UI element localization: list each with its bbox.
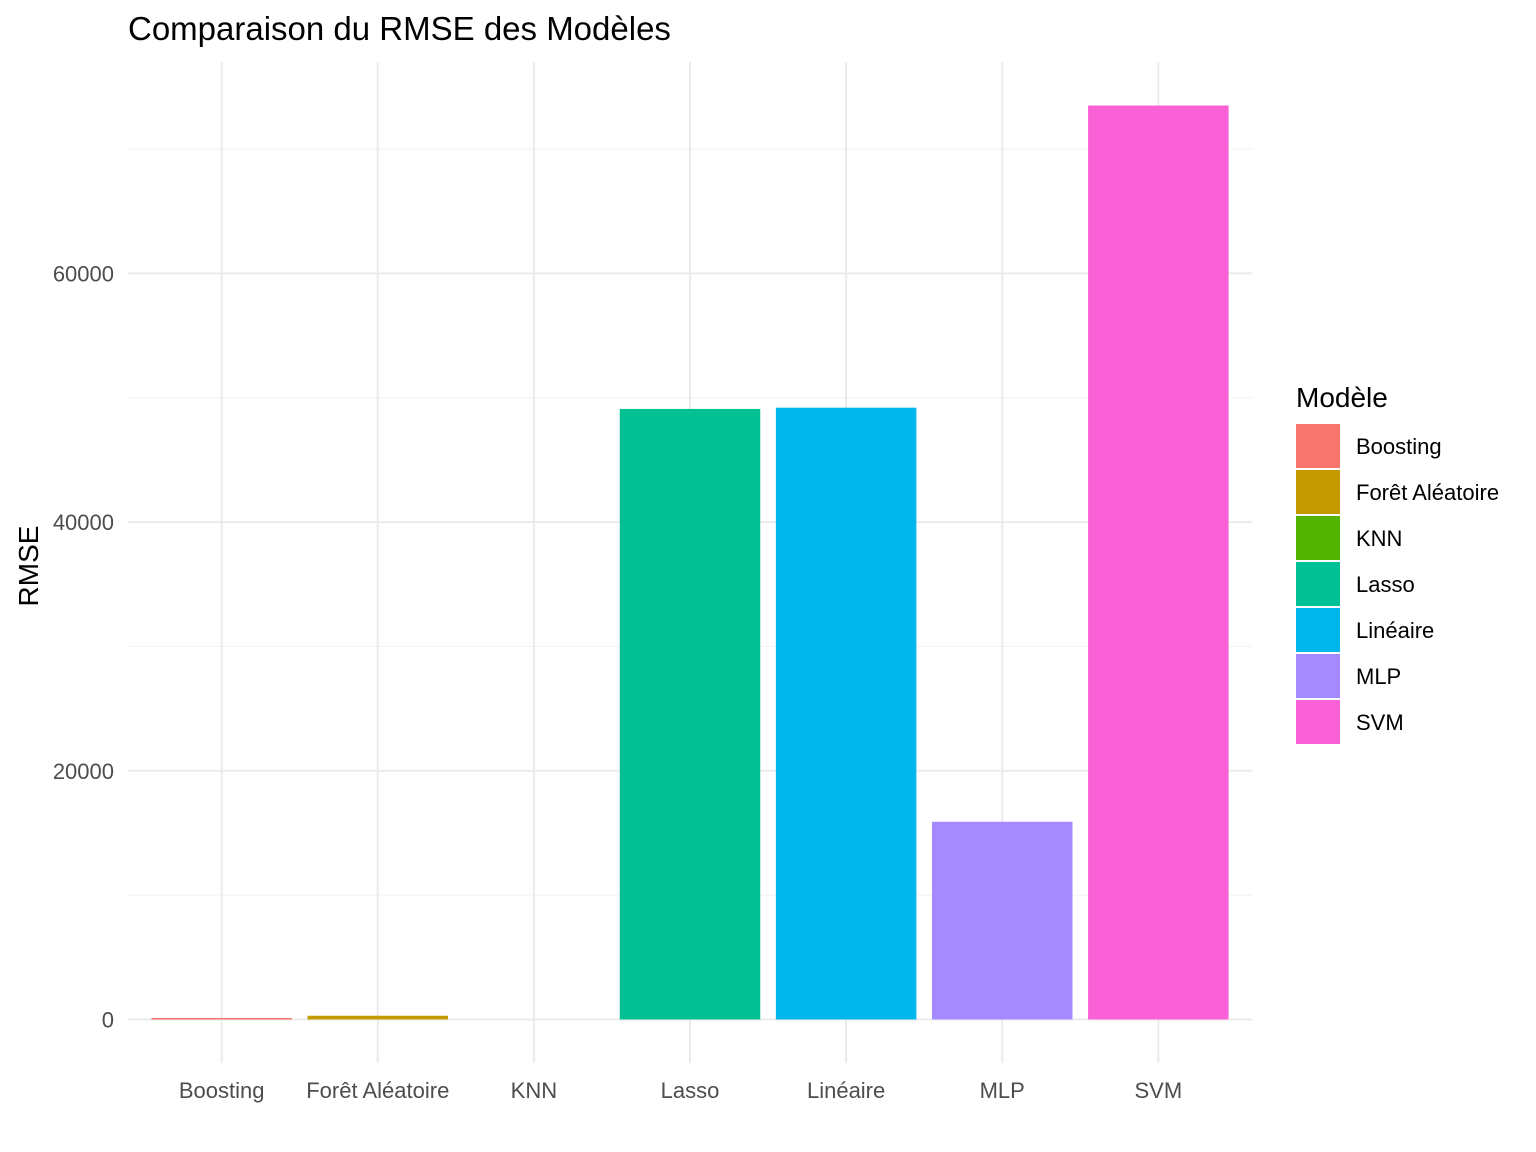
bar-svm [1088,105,1229,1020]
legend-swatch [1296,562,1340,606]
bar-lin-aire [775,407,917,1020]
legend-label: Forêt Aléatoire [1356,480,1499,505]
legend-label: MLP [1356,664,1401,689]
legend-swatch [1296,654,1340,698]
x-tick-label: Lasso [661,1078,720,1103]
bar-lasso [619,408,761,1020]
legend-swatch [1296,470,1340,514]
legend-swatch [1296,608,1340,652]
legend-label: KNN [1356,526,1402,551]
legend-label: Linéaire [1356,618,1434,643]
x-tick-label: Boosting [179,1078,265,1103]
legend-label: Boosting [1356,434,1442,459]
y-tick-label: 0 [102,1007,114,1032]
legend-label: Lasso [1356,572,1415,597]
x-tick-label: Linéaire [807,1078,885,1103]
y-tick-label: 20000 [53,759,114,784]
legend-swatch [1296,424,1340,468]
x-tick-label: Forêt Aléatoire [306,1078,449,1103]
legend: Modèle Boosting Forêt Aléatoire KNN Lasso Li… [1296,382,1499,744]
y-tick-label: 60000 [53,261,114,286]
y-tick-label: 40000 [53,510,114,535]
x-tick-label: MLP [980,1078,1025,1103]
y-axis-title: RMSE [13,526,44,607]
bar-mlp [931,821,1073,1020]
legend-swatch [1296,516,1340,560]
chart-title: Comparaison du RMSE des Modèles [128,10,671,47]
x-axis-ticks: Boosting Forêt Aléatoire KNN Lasso Linéaire M… [179,1078,1182,1103]
bar-for-t-al-atoire [307,1015,449,1020]
legend-label: SVM [1356,710,1404,735]
bars [151,105,1229,1020]
x-tick-label: SVM [1134,1078,1182,1103]
bar-boosting [151,1017,292,1020]
legend-title: Modèle [1296,382,1388,413]
legend-swatch [1296,700,1340,744]
y-axis-ticks: 0 20000 40000 60000 [53,261,114,1032]
x-tick-label: KNN [511,1078,557,1103]
